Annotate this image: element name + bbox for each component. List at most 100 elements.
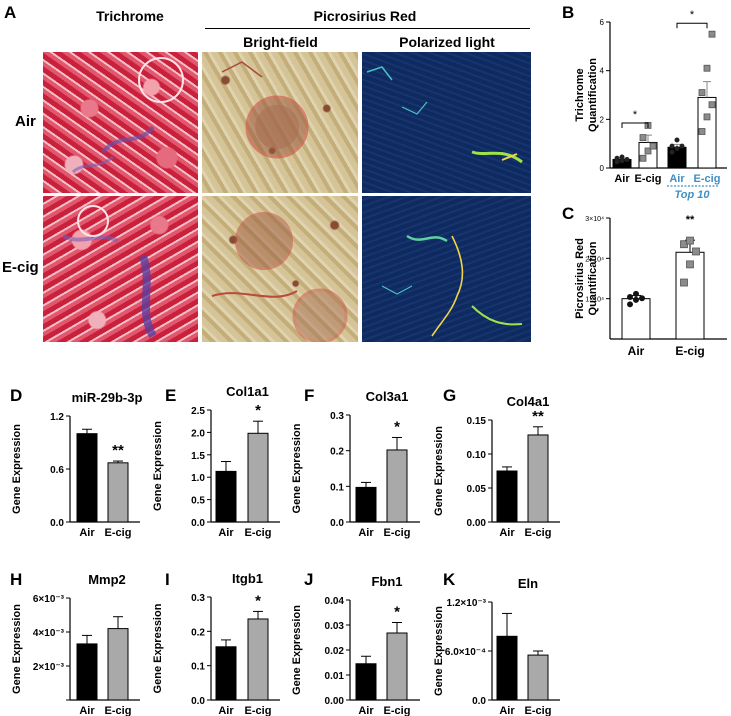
y-tick-label-b: 6 [600, 18, 605, 27]
y-tick-label-f: 0.1 [330, 482, 344, 493]
chart-title-k: Eln [518, 576, 538, 591]
x-tick-label-f-1: E-cig [384, 527, 411, 539]
y-tick-label-h: 4×10⁻³ [33, 628, 65, 639]
bar-j-1 [386, 632, 408, 701]
x-tick-label-j-1: E-cig [384, 705, 411, 716]
panel-label-j: J [304, 570, 314, 589]
bar-e-1 [247, 432, 269, 523]
x-tick-label-g-0: Air [499, 527, 515, 539]
y-axis-label-b: Trichrome [574, 68, 586, 121]
chart-title-h: Mmp2 [88, 572, 126, 587]
y-tick-label-j: 0.03 [325, 621, 345, 632]
subheader-bright-field: Bright-field [243, 34, 318, 50]
data-point-b-0 [614, 159, 620, 165]
y-tick-label-b: 4 [600, 67, 605, 76]
header-divider [205, 28, 530, 29]
data-point-b-0 [619, 158, 625, 164]
y-tick-label-c: 3×10⁴ [585, 216, 604, 223]
data-point-c-0 [633, 290, 639, 297]
panel-label-g: G [443, 386, 457, 405]
y-tick-label-c: 2×10⁴ [585, 256, 604, 263]
bar-j-0 [355, 663, 377, 701]
panel-label-e: E [165, 386, 177, 405]
micrograph-polarized-ecig [362, 196, 531, 342]
y-axis-label-g: Gene Expression [433, 426, 445, 516]
data-point-c-0 [627, 301, 633, 308]
significance-bracket-b-1 [676, 22, 708, 29]
y-tick-label-j: 0.02 [325, 646, 345, 657]
bar-h-1 [107, 628, 129, 701]
bar-f-1 [386, 449, 408, 523]
bar-g-0 [496, 470, 518, 523]
data-point-c-0 [633, 296, 639, 303]
x-tick-label-f-0: Air [358, 527, 374, 539]
y-axis-label-i: Gene Expression [152, 603, 164, 693]
x-tick-label-g-1: E-cig [525, 527, 552, 539]
y-tick-label-k: 6.0×10⁻⁴ [445, 647, 486, 658]
y-tick-label-f: 0.0 [330, 518, 344, 529]
data-point-b-2 [679, 143, 685, 149]
y-tick-label-i: 0.1 [191, 662, 205, 673]
data-point-b-2 [674, 146, 680, 152]
chart-title-d: miR-29b-3p [72, 390, 143, 405]
x-tick-label-d-0: Air [79, 527, 95, 539]
data-point-b-2 [674, 137, 680, 143]
y-tick-label-b: 2 [600, 115, 605, 124]
y-tick-label-e: 1.5 [191, 451, 205, 462]
panel-label-c: C [562, 204, 575, 223]
y-tick-label-g: 0.00 [467, 518, 487, 529]
chart-title-e: Col1a1 [226, 384, 269, 399]
data-point-c-1 [692, 247, 700, 256]
group-label-b: Top 10 [674, 189, 710, 201]
y-tick-label-b: 0 [600, 164, 605, 173]
data-point-b-3 [703, 113, 711, 121]
y-tick-label-h: 6×10⁻³ [33, 594, 65, 605]
bar-k-0 [496, 635, 518, 701]
bar-k-1 [527, 654, 549, 701]
data-point-b-3 [708, 30, 716, 38]
chart-title-i: Itgb1 [232, 571, 263, 586]
header-picrosirius-red: Picrosirius Red [313, 8, 417, 24]
y-tick-label-h: 2×10⁻³ [33, 662, 65, 673]
data-point-b-3 [708, 101, 716, 109]
micrograph-brightfield-ecig [202, 196, 358, 342]
x-tick-label-c-1: E-cig [675, 344, 704, 358]
bar-d-1 [107, 462, 129, 523]
data-point-c-1 [686, 236, 694, 245]
header-trichrome: Trichrome [96, 8, 164, 24]
data-point-c-0 [627, 294, 633, 301]
panel-label-i: I [165, 570, 170, 589]
significance-j: * [394, 604, 400, 621]
data-point-b-0 [614, 155, 620, 161]
bar-g-1 [527, 434, 549, 523]
chart-title-f: Col3a1 [366, 389, 409, 404]
y-axis-label-d: Gene Expression [11, 424, 23, 514]
y-tick-label-f: 0.2 [330, 447, 344, 458]
y-axis-label-h: Gene Expression [11, 604, 23, 694]
significance-d: ** [112, 442, 124, 459]
bar-c-0 [621, 298, 651, 340]
y-tick-label-i: 0.0 [191, 696, 205, 707]
data-point-b-1 [649, 142, 657, 150]
panel-label-a: A [4, 3, 17, 22]
y-axis-label-c: Picrosirius Red [574, 238, 586, 319]
bar-i-0 [215, 646, 237, 701]
y-tick-label-g: 0.05 [467, 484, 487, 495]
y-tick-label-g: 0.10 [467, 450, 487, 461]
y-tick-label-c: 1×10⁴ [585, 297, 604, 304]
y-axis-label-e: Gene Expression [152, 421, 164, 511]
micrograph-polarized-air [362, 52, 531, 193]
y-tick-label-e: 0.5 [191, 496, 205, 507]
x-tick-label-i-1: E-cig [245, 705, 272, 716]
significance-b-1: * [690, 9, 695, 21]
x-tick-label-h-1: E-cig [105, 705, 132, 716]
data-point-b-0 [619, 154, 625, 160]
panel-label-f: F [304, 386, 315, 405]
y-axis-label-b-2: Quantification [587, 58, 599, 132]
y-tick-label-f: 0.3 [330, 411, 344, 422]
x-tick-label-h-0: Air [79, 705, 95, 716]
y-tick-label-j: 0.00 [325, 696, 345, 707]
micrograph-trichrome-air [43, 52, 198, 193]
x-tick-label-k-0: Air [499, 705, 515, 716]
row-label-air: Air [15, 113, 36, 130]
